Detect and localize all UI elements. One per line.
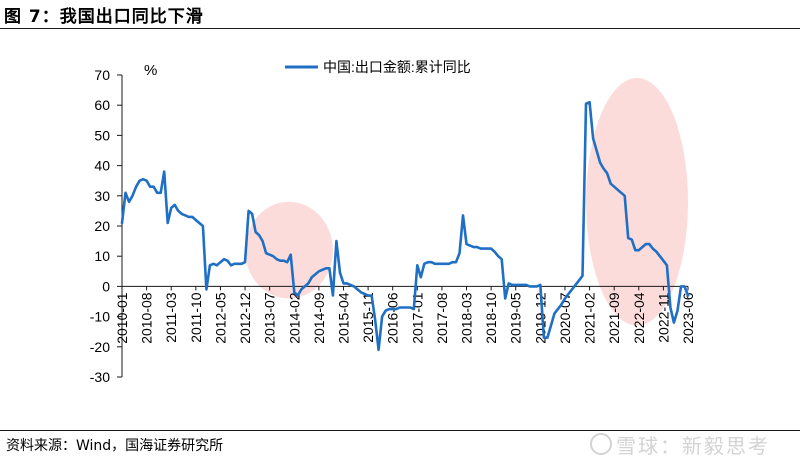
x-tick-label: 2022-11 [655, 292, 671, 343]
top-rule [0, 28, 800, 29]
figure-title: 图 7：我国出口同比下滑 [4, 7, 204, 27]
y-tick-label: -30 [90, 369, 110, 385]
x-tick-label: 2011-10 [188, 292, 204, 343]
x-tick-label: 2018-03 [459, 292, 475, 344]
y-tick-label: 50 [94, 127, 110, 143]
x-tick-label: 2019-05 [508, 292, 524, 344]
x-tick-label: 2010-08 [139, 292, 155, 344]
y-tick-label: -10 [90, 309, 110, 325]
y-tick-label: 40 [94, 158, 110, 174]
x-tick-label: 2023-06 [680, 292, 696, 344]
x-tick-label: 2012-05 [212, 292, 228, 344]
x-tick-label: 2014-09 [311, 292, 327, 344]
legend-label: 中国:出口金额:累计同比 [323, 59, 471, 75]
y-tick-label: -20 [90, 339, 110, 355]
y-tick-label: 0 [102, 278, 110, 294]
x-tick-label: 2018-10 [483, 292, 499, 344]
series-group [120, 100, 690, 352]
x-tick-label: 2017-01 [409, 292, 425, 344]
x-tick-label: 2012-12 [237, 292, 253, 344]
x-tick-label: 2016-06 [385, 292, 401, 344]
watermark-text: 雪球：新毅思考 [616, 434, 770, 458]
legend: 中国:出口金额:累计同比 [285, 59, 471, 75]
x-tick-label: 2015-04 [335, 292, 351, 344]
x-tick-label: 2010-01 [114, 292, 130, 344]
x-tick-label: 2011-03 [163, 292, 179, 343]
x-tick-label: 2022-04 [631, 292, 647, 344]
bottom-rule [0, 430, 800, 431]
y-tick-label: 70 [94, 67, 110, 83]
highlight-ellipse-2 [586, 78, 688, 326]
y-tick-label: 30 [94, 188, 110, 204]
highlight-ellipse-1 [245, 201, 333, 299]
y-tick-label: 60 [94, 97, 110, 113]
source-note: 资料来源：Wind，国海证券研究所 [6, 438, 224, 454]
watermark-logo-icon [590, 433, 612, 455]
y-tick-label: 10 [94, 248, 110, 264]
series-line-1 [120, 100, 690, 352]
watermark: 雪球：新毅思考 [590, 430, 770, 459]
x-tick-label: 2014-02 [286, 292, 302, 344]
y-unit-label: % [144, 62, 157, 79]
y-tick-label: 20 [94, 218, 110, 234]
x-tick-label: 2017-08 [434, 292, 450, 344]
x-tick-label: 2021-09 [606, 292, 622, 344]
x-tick-label: 2021-02 [582, 292, 598, 344]
y-tick-group: 70 60 50 40 30 20 10 0 -10 -20 -30 [90, 67, 122, 385]
x-tick-label: 2013-07 [262, 292, 278, 344]
highlight-group [245, 78, 688, 326]
x-tick-group: 2010-01 2010-08 2011-03 2011-10 2012-05 2012-… [114, 286, 696, 344]
